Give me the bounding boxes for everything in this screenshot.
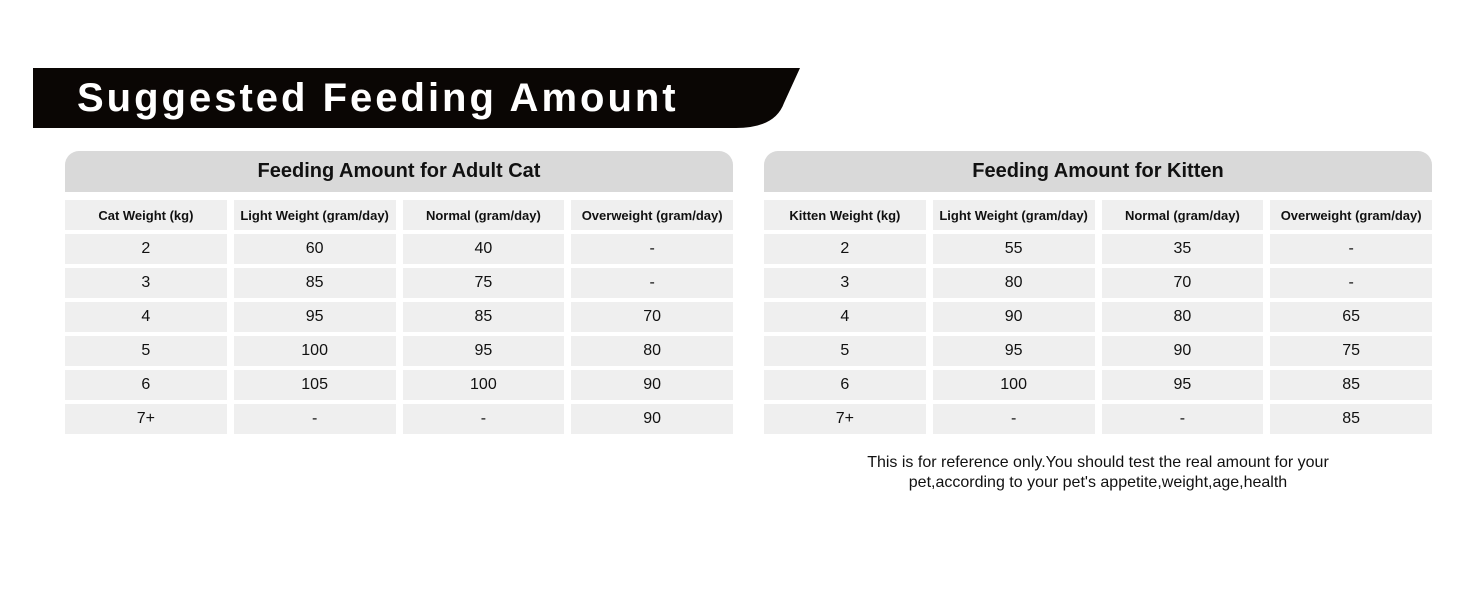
table-cell: -: [1270, 234, 1432, 264]
table-cell: 35: [1101, 234, 1264, 264]
table-cell: 95: [233, 302, 396, 332]
column-header: Normal (gram/day): [402, 200, 565, 230]
table-cell: 75: [402, 268, 565, 298]
table-cell: 85: [1270, 370, 1432, 400]
table-cell: -: [402, 404, 565, 434]
page-title: Suggested Feeding Amount: [77, 75, 679, 120]
table-cell: -: [571, 268, 733, 298]
table-cell: 2: [65, 234, 227, 264]
table-cell: 90: [1101, 336, 1264, 366]
kitten-table: Feeding Amount for Kitten Kitten Weight …: [764, 151, 1432, 434]
table-cell: 90: [932, 302, 1095, 332]
table-cell: 85: [402, 302, 565, 332]
adult-cat-table: Feeding Amount for Adult Cat Cat Weight …: [65, 151, 733, 434]
table-cell: 105: [233, 370, 396, 400]
table-cell: 85: [233, 268, 396, 298]
table-cell: 6: [65, 370, 227, 400]
table-cell: 6: [764, 370, 926, 400]
table-cell: 100: [932, 370, 1095, 400]
kitten-table-title: Feeding Amount for Kitten: [764, 151, 1432, 192]
table-cell: 75: [1270, 336, 1432, 366]
column-header: Light Weight (gram/day): [932, 200, 1095, 230]
reference-note: This is for reference only.You should te…: [764, 453, 1432, 493]
table-cell: 3: [65, 268, 227, 298]
table-cell: 95: [402, 336, 565, 366]
table-cell: 70: [571, 302, 733, 332]
table-cell: -: [1101, 404, 1264, 434]
table-cell: 95: [932, 336, 1095, 366]
table-cell: 4: [764, 302, 926, 332]
table-cell: 70: [1101, 268, 1264, 298]
table-cell: 2: [764, 234, 926, 264]
table-cell: 80: [1101, 302, 1264, 332]
table-cell: 100: [402, 370, 565, 400]
table-cell: 55: [932, 234, 1095, 264]
adult-cat-table-grid: Cat Weight (kg) Light Weight (gram/day) …: [65, 200, 733, 434]
banner-ribbon-shape: [33, 68, 800, 128]
table-cell: -: [1270, 268, 1432, 298]
table-cell: 90: [571, 370, 733, 400]
table-cell: 60: [233, 234, 396, 264]
column-header: Kitten Weight (kg): [764, 200, 926, 230]
table-cell: 85: [1270, 404, 1432, 434]
reference-note-line1: This is for reference only.You should te…: [867, 454, 1329, 471]
table-cell: 7+: [65, 404, 227, 434]
table-cell: -: [932, 404, 1095, 434]
table-cell: 7+: [764, 404, 926, 434]
adult-cat-table-title: Feeding Amount for Adult Cat: [65, 151, 733, 192]
table-cell: 5: [65, 336, 227, 366]
column-header: Normal (gram/day): [1101, 200, 1264, 230]
table-cell: 5: [764, 336, 926, 366]
kitten-table-grid: Kitten Weight (kg) Light Weight (gram/da…: [764, 200, 1432, 434]
table-cell: 40: [402, 234, 565, 264]
table-cell: -: [571, 234, 733, 264]
table-cell: -: [233, 404, 396, 434]
table-cell: 80: [571, 336, 733, 366]
column-header: Overweight (gram/day): [1270, 200, 1432, 230]
table-cell: 4: [65, 302, 227, 332]
column-header: Cat Weight (kg): [65, 200, 227, 230]
reference-note-line2: pet,according to your pet's appetite,wei…: [908, 474, 1288, 491]
table-cell: 90: [571, 404, 733, 434]
banner-ribbon: Suggested Feeding Amount: [33, 68, 800, 128]
column-header: Light Weight (gram/day): [233, 200, 396, 230]
table-cell: 100: [233, 336, 396, 366]
table-cell: 95: [1101, 370, 1264, 400]
table-cell: 3: [764, 268, 926, 298]
table-cell: 80: [932, 268, 1095, 298]
table-cell: 65: [1270, 302, 1432, 332]
column-header: Overweight (gram/day): [571, 200, 733, 230]
